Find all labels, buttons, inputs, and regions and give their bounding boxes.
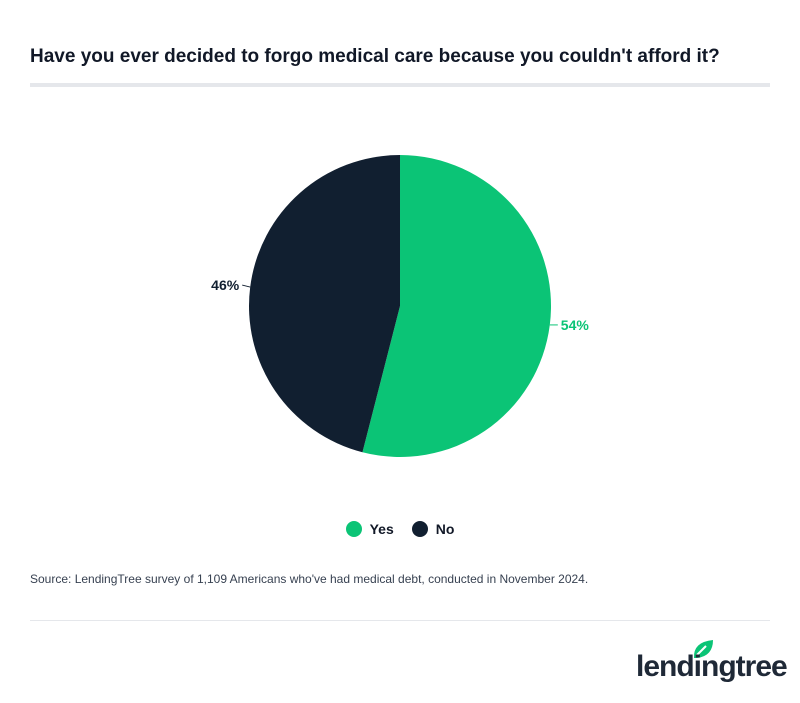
leaf-icon bbox=[693, 640, 713, 658]
source-note: Source: LendingTree survey of 1,109 Amer… bbox=[30, 572, 589, 586]
leader-line-no bbox=[242, 284, 251, 288]
legend-label-no: No bbox=[435, 521, 455, 537]
data-label-yes: 54% bbox=[561, 317, 590, 333]
title-divider bbox=[30, 83, 770, 87]
legend-swatch-no bbox=[411, 521, 428, 537]
legend-item-no: No bbox=[411, 521, 455, 537]
legend: Yes No bbox=[0, 521, 800, 537]
data-label-no: 46% bbox=[211, 277, 240, 293]
footer-divider bbox=[30, 620, 770, 621]
lendingtree-logo: lendingtree bbox=[636, 640, 788, 683]
logo-text: lendingtree bbox=[636, 650, 788, 683]
pie-slice-no bbox=[249, 155, 400, 453]
legend-label-yes: Yes bbox=[369, 521, 394, 537]
chart-title: Have you ever decided to forgo medical c… bbox=[30, 46, 720, 67]
legend-item-yes: Yes bbox=[345, 521, 394, 537]
pie-slice-yes bbox=[362, 155, 552, 457]
legend-swatch-yes bbox=[345, 521, 362, 537]
